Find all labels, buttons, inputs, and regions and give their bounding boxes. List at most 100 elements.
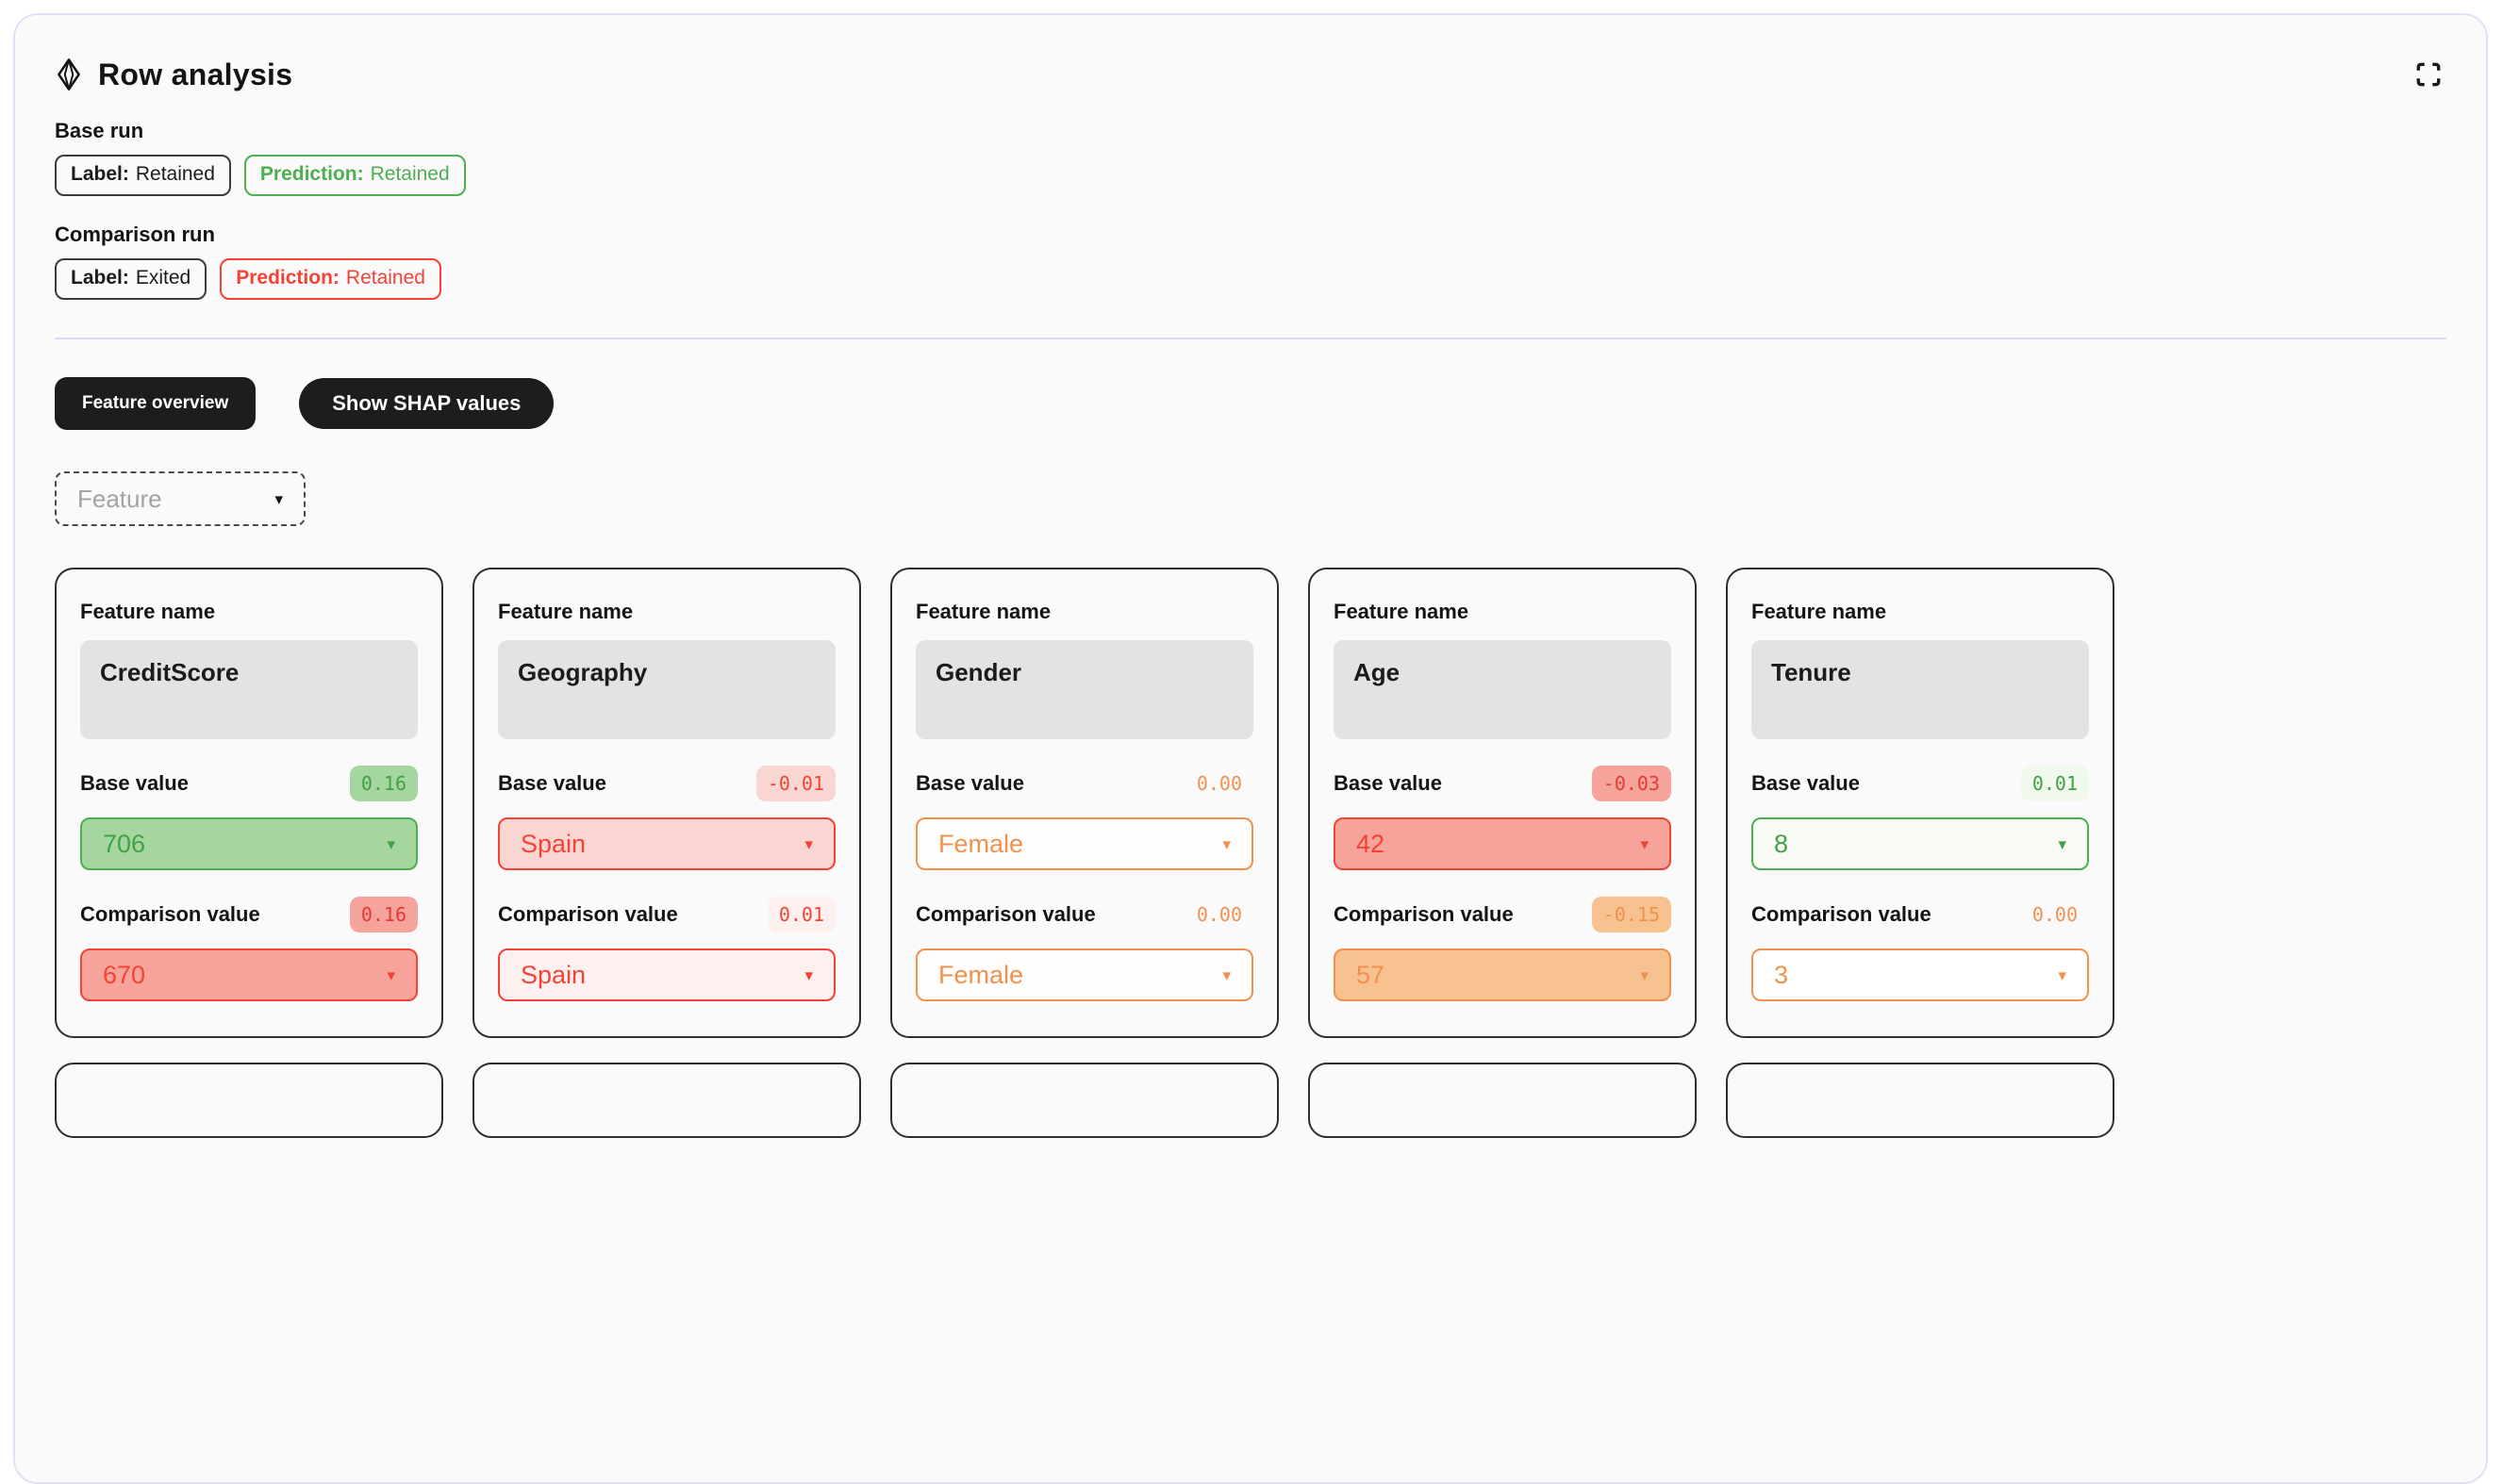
fullscreen-button[interactable] — [2411, 57, 2446, 92]
base-value-label: Base value — [1751, 771, 1860, 795]
comparison-value-row: Comparison value 0.00 — [916, 895, 1253, 934]
base-run-badge-row: Label: Retained Prediction: Retained — [55, 155, 2446, 196]
comparison-value-badge: 0.00 — [1196, 903, 1242, 926]
select-value: Spain — [521, 829, 587, 858]
badge-prefix: Prediction: — [259, 163, 364, 185]
base-value-select[interactable]: 42 ▾ — [1334, 817, 1671, 870]
base-value-badge: 0.01 — [2020, 766, 2089, 801]
base-value-row: Base value 0.01 — [1751, 764, 2089, 803]
base-value-select[interactable]: Female ▾ — [916, 817, 1253, 870]
chevron-down-icon: ▾ — [1640, 965, 1649, 984]
chevron-down-icon: ▾ — [2058, 965, 2066, 984]
comparison-value-select[interactable]: 57 ▾ — [1334, 948, 1671, 1001]
comparison-value-select[interactable]: Spain ▾ — [498, 948, 836, 1001]
badge-value: Exited — [135, 267, 191, 289]
comparison-value-row: Comparison value -0.15 — [1334, 895, 1671, 934]
diamond-icon — [55, 58, 83, 91]
feature-filter-select[interactable]: Feature ▾ — [55, 471, 306, 526]
feature-card: Feature name CreditScore Base value 0.16… — [55, 568, 443, 1038]
feature-card-partial — [890, 1063, 1279, 1138]
base-value-row: Base value -0.03 — [1334, 764, 1671, 803]
comparison-value-label: Comparison value — [498, 902, 678, 926]
base-value-row: Base value -0.01 — [498, 764, 836, 803]
chevron-down-icon: ▾ — [387, 965, 395, 984]
chevron-down-icon: ▾ — [1222, 834, 1231, 853]
base-value-select[interactable]: 706 ▾ — [80, 817, 418, 870]
badge-prefix: Label: — [71, 267, 129, 289]
feature-card: Feature name Geography Base value -0.01 … — [472, 568, 861, 1038]
title-wrap: Row analysis — [55, 58, 292, 92]
base-value-badge: -0.01 — [755, 766, 836, 801]
feature-name-box: Geography — [498, 640, 836, 739]
chevron-down-icon: ▾ — [804, 834, 813, 853]
comparison-run-prediction-badge: Prediction: Retained — [220, 258, 441, 300]
feature-card: Feature name Tenure Base value 0.01 8 ▾ … — [1726, 568, 2114, 1038]
comparison-run-label-badge: Label: Exited — [55, 258, 207, 300]
base-value-select[interactable]: 8 ▾ — [1751, 817, 2089, 870]
base-run-prediction-badge: Prediction: Retained — [243, 155, 466, 196]
feature-name-box: Tenure — [1751, 640, 2089, 739]
comparison-value-row: Comparison value 0.00 — [1751, 895, 2089, 934]
row-analysis-panel: Row analysis Base run Label: Retained Pr… — [13, 13, 2488, 1484]
base-value-label: Base value — [916, 771, 1024, 795]
comparison-run-label: Comparison run — [55, 223, 215, 246]
base-value-badge: 0.16 — [349, 766, 418, 801]
base-value-label: Base value — [80, 771, 189, 795]
chevron-down-icon: ▾ — [274, 489, 283, 508]
page-title: Row analysis — [98, 57, 293, 91]
comparison-value-select[interactable]: Female ▾ — [916, 948, 1253, 1001]
feature-overview-button[interactable]: Feature overview — [55, 377, 257, 430]
select-value: Female — [938, 829, 1024, 858]
base-value-select[interactable]: Spain ▾ — [498, 817, 836, 870]
feature-cards-next-row — [55, 1063, 2446, 1138]
feature-name-label: Feature name — [1334, 600, 1469, 623]
comparison-value-row: Comparison value 0.16 — [80, 895, 418, 934]
feature-name-label: Feature name — [916, 600, 1052, 623]
chevron-down-icon: ▾ — [1222, 965, 1231, 984]
comparison-value-badge: 0.01 — [767, 897, 836, 932]
feature-name-box: Age — [1334, 640, 1671, 739]
base-value-row: Base value 0.00 — [916, 764, 1253, 803]
comparison-value-row: Comparison value 0.01 — [498, 895, 836, 934]
badge-value: Retained — [345, 267, 425, 289]
chevron-down-icon: ▾ — [1640, 834, 1649, 853]
feature-name-label: Feature name — [80, 600, 216, 623]
badge-prefix: Label: — [71, 163, 129, 185]
comparison-value-badge: 0.16 — [349, 897, 418, 932]
feature-card: Feature name Gender Base value 0.00 Fema… — [890, 568, 1279, 1038]
base-value-label: Base value — [1334, 771, 1442, 795]
base-run-label-badge: Label: Retained — [55, 155, 231, 196]
comparison-value-select[interactable]: 670 ▾ — [80, 948, 418, 1001]
feature-name-box: CreditScore — [80, 640, 418, 739]
feature-cards-row: Feature name CreditScore Base value 0.16… — [55, 568, 2446, 1038]
select-value: Spain — [521, 960, 587, 989]
badge-value: Retained — [370, 163, 450, 185]
comparison-value-badge: 0.00 — [2031, 903, 2078, 926]
badge-prefix: Prediction: — [236, 267, 340, 289]
base-run-label: Base run — [55, 119, 144, 142]
comparison-value-select[interactable]: 3 ▾ — [1751, 948, 2089, 1001]
comparison-value-label: Comparison value — [80, 902, 260, 926]
select-value: 42 — [1356, 829, 1385, 858]
toolbar: Feature overview Show SHAP values — [55, 377, 2446, 430]
base-value-label: Base value — [498, 771, 606, 795]
feature-card-partial — [55, 1063, 443, 1138]
select-value: 57 — [1356, 960, 1385, 989]
comparison-value-badge: -0.15 — [1591, 897, 1671, 932]
comparison-value-label: Comparison value — [1334, 902, 1514, 926]
show-shap-values-button[interactable]: Show SHAP values — [299, 378, 555, 429]
comparison-value-label: Comparison value — [1751, 902, 1931, 926]
select-value: 670 — [103, 960, 146, 989]
chevron-down-icon: ▾ — [2058, 834, 2066, 853]
feature-name-label: Feature name — [498, 600, 634, 623]
base-value-row: Base value 0.16 — [80, 764, 418, 803]
select-value: Female — [938, 960, 1024, 989]
feature-card-partial — [472, 1063, 861, 1138]
section-divider — [55, 338, 2446, 339]
chevron-down-icon: ▾ — [387, 834, 395, 853]
base-value-badge: 0.00 — [1196, 772, 1242, 795]
feature-name-label: Feature name — [1751, 600, 1887, 623]
select-value: 3 — [1774, 960, 1789, 989]
fullscreen-expand-icon — [2414, 62, 2443, 91]
base-value-badge: -0.03 — [1591, 766, 1671, 801]
